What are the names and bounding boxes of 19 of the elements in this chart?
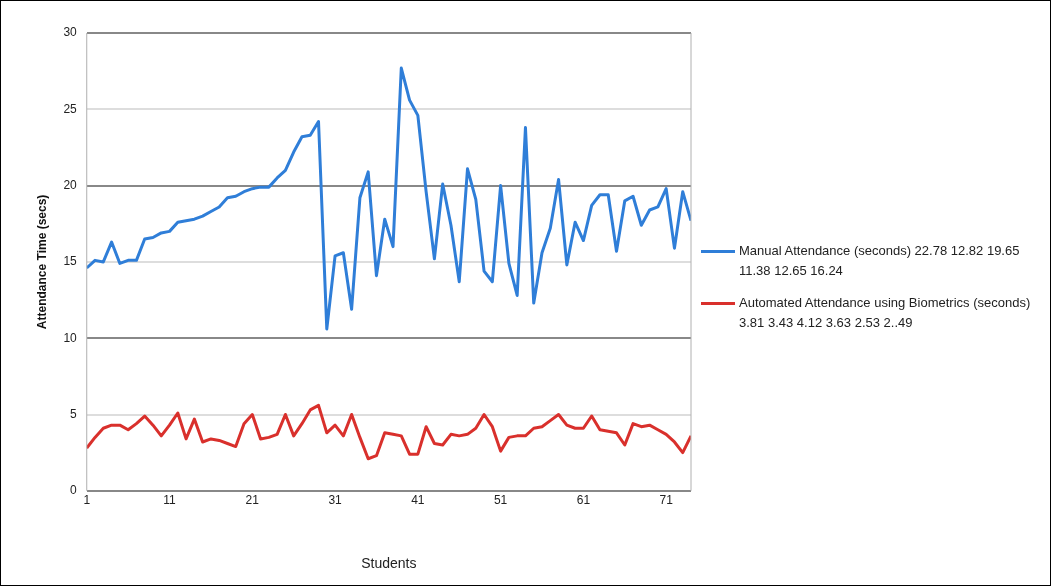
y-axis-title: Attendance Time (secs) xyxy=(34,194,49,330)
y-tick-label: 25 xyxy=(63,101,78,116)
y-tick-label: 0 xyxy=(70,483,78,498)
x-axis-title: Students xyxy=(361,555,417,572)
y-tick-label: 10 xyxy=(63,330,78,345)
x-tick-label: 41 xyxy=(411,493,425,508)
y-tick-label: 20 xyxy=(63,177,78,192)
y-tick-label: 5 xyxy=(70,406,78,421)
x-tick-label: 31 xyxy=(328,493,343,508)
x-tick-label: 21 xyxy=(245,493,260,508)
legend-label: Manual Attendance (seconds) 22.78 12.82 19.65 11.38 12.65 16.24 xyxy=(739,242,1021,280)
y-tick-label: 30 xyxy=(63,25,78,40)
x-tick-label: 71 xyxy=(659,493,674,508)
x-tick-label: 11 xyxy=(163,493,177,508)
x-tick-label: 61 xyxy=(576,493,591,508)
legend-label: Automated Attendance using Biometrics (seconds) 3.81 3.43 4.12 3.63 2.53 2..49 xyxy=(739,294,1031,332)
y-tick-label: 15 xyxy=(63,254,78,269)
x-tick-label: 1 xyxy=(83,493,91,508)
x-tick-label: 51 xyxy=(493,493,508,508)
